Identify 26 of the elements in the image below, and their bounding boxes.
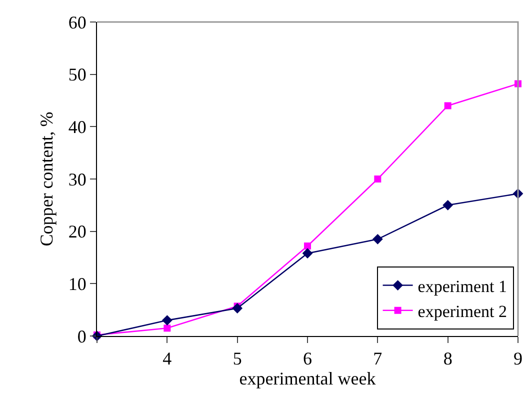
point (304, 242, 311, 250)
point (162, 315, 172, 326)
point (164, 324, 171, 332)
x-tick-label: 4 (162, 348, 172, 369)
point (232, 303, 243, 314)
point (442, 200, 454, 210)
x-tick-label: 6 (303, 348, 312, 369)
x-tick-label: 8 (443, 348, 452, 369)
x-tick-label: 7 (373, 348, 382, 369)
y-axis-title: Copper content, % (36, 112, 57, 246)
legend-label: experiment 1 (418, 276, 508, 296)
x-axis-title: experimental week (239, 368, 376, 389)
point (372, 234, 383, 244)
y-tick-label: 30 (68, 169, 86, 190)
x-tick-label: 5 (232, 348, 242, 369)
y-tick-label: 50 (68, 64, 86, 85)
y-tick-label: 40 (68, 116, 86, 137)
y-tick-label: 10 (68, 274, 86, 294)
legend-label: experiment 2 (418, 302, 508, 321)
x-tick-label: 9 (514, 348, 522, 369)
y-tick-label: 20 (68, 222, 86, 242)
point (444, 102, 452, 110)
point (302, 248, 313, 259)
point (374, 176, 382, 182)
y-tick-label: 0 (77, 326, 86, 346)
y-tick-label: 60 (68, 12, 86, 32)
